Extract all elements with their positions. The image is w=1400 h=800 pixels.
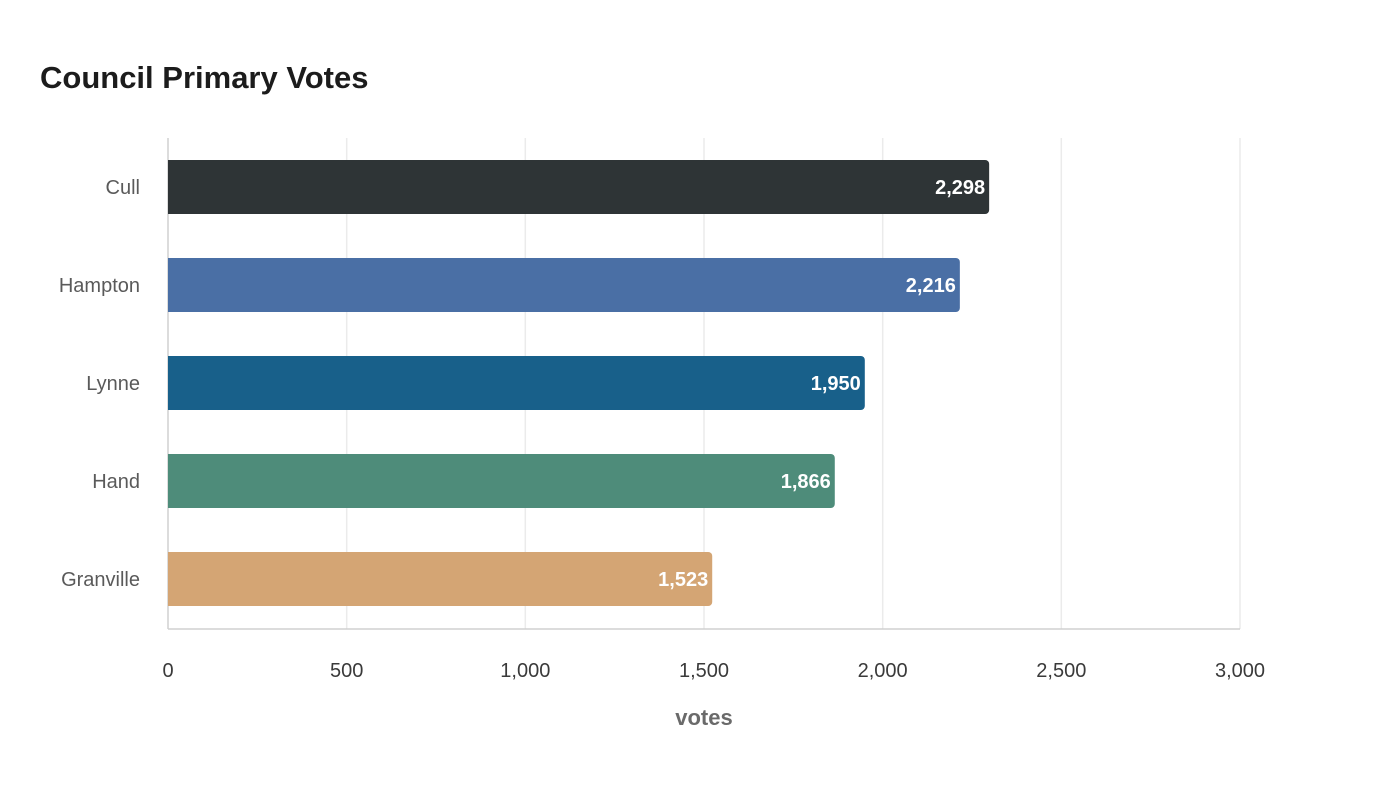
x-tick-label: 1,500 [679, 660, 729, 682]
chart-title: Council Primary Votes [40, 60, 369, 95]
bar-value-label: 1,523 [658, 569, 708, 591]
x-tick-label: 1,000 [500, 660, 550, 682]
x-tick-label: 2,000 [858, 660, 908, 682]
bar-edge [168, 160, 174, 214]
x-tick-label: 0 [162, 660, 173, 682]
bar-value-label: 2,298 [935, 177, 985, 199]
x-tick-label: 2,500 [1036, 660, 1086, 682]
y-category-label: Hand [92, 471, 140, 493]
bar-hampton [168, 258, 960, 312]
y-category-label: Cull [106, 177, 140, 199]
bar-value-label: 1,950 [811, 373, 861, 395]
x-tick-label: 500 [330, 660, 363, 682]
y-category-label: Lynne [86, 373, 140, 395]
x-axis-title: votes [675, 705, 732, 730]
bar-edge [168, 258, 174, 312]
bar-value-label: 1,866 [781, 471, 831, 493]
bar-edge [168, 552, 174, 606]
bar-edge [168, 356, 174, 410]
bar-granville [168, 552, 713, 606]
bar-cull [168, 160, 990, 214]
y-category-label: Hampton [59, 275, 140, 297]
bars [168, 160, 990, 606]
x-tick-label: 3,000 [1215, 660, 1265, 682]
bar-lynne [168, 356, 865, 410]
y-category-label: Granville [61, 569, 140, 591]
bar-value-label: 2,216 [906, 275, 956, 297]
bar-edge [168, 454, 174, 508]
labels: 0 500 1,000 1,500 2,000 2,500 3,000 Cull 2,298 Ha… [59, 177, 1265, 682]
bar-hand [168, 454, 835, 508]
